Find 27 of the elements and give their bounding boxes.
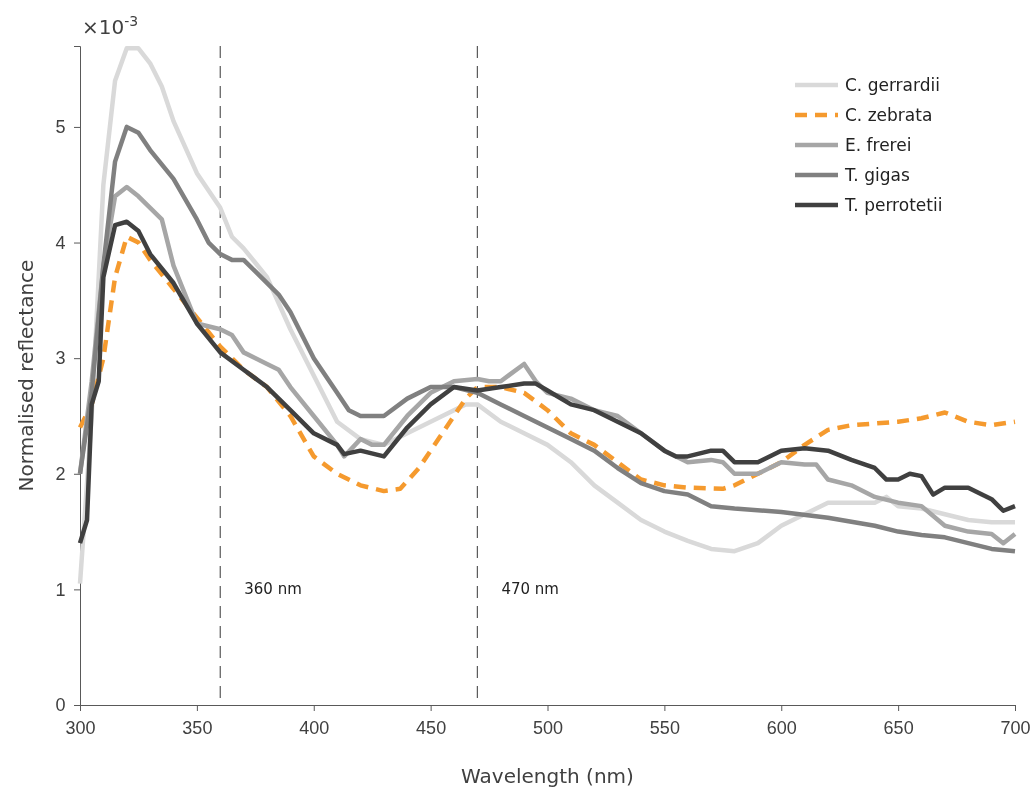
x-tick-label: 300	[65, 717, 96, 738]
y-tick-label: 4	[55, 232, 66, 253]
ref-line-label: 360 nm	[244, 580, 302, 599]
line-series	[77, 234, 1018, 494]
legend-label: C. zebrata	[845, 105, 933, 125]
x-tick-label: 550	[649, 717, 680, 738]
legend-label: T. gigas	[844, 165, 910, 185]
x-tick-label: 700	[1000, 717, 1031, 738]
x-tick-label: 500	[532, 717, 564, 738]
y-tick-label: 3	[55, 348, 66, 369]
legend-label: C. gerrardii	[845, 75, 940, 95]
x-tick-label: 600	[766, 717, 797, 738]
y-tick-label: 1	[55, 579, 66, 600]
text: ×10$^{-3}$	[82, 13, 139, 39]
x-tick-label: 450	[416, 717, 447, 738]
x-tick-label: 650	[883, 717, 914, 738]
x-tick-label: 350	[182, 717, 213, 738]
x-axis-title: Wavelength (nm)	[461, 764, 634, 788]
legend-label: E. frerei	[845, 135, 912, 155]
y-tick-label: 0	[55, 695, 66, 716]
x-tick-label: 400	[299, 717, 330, 738]
legend-label: T. perrotetii	[844, 195, 943, 215]
y-tick-label: 2	[55, 464, 66, 485]
y-axis-title: Normalised reflectance	[14, 259, 38, 492]
line-series	[77, 124, 1018, 554]
y-tick-label: 5	[55, 117, 66, 138]
ref-line-label: 470 nm	[501, 580, 559, 599]
